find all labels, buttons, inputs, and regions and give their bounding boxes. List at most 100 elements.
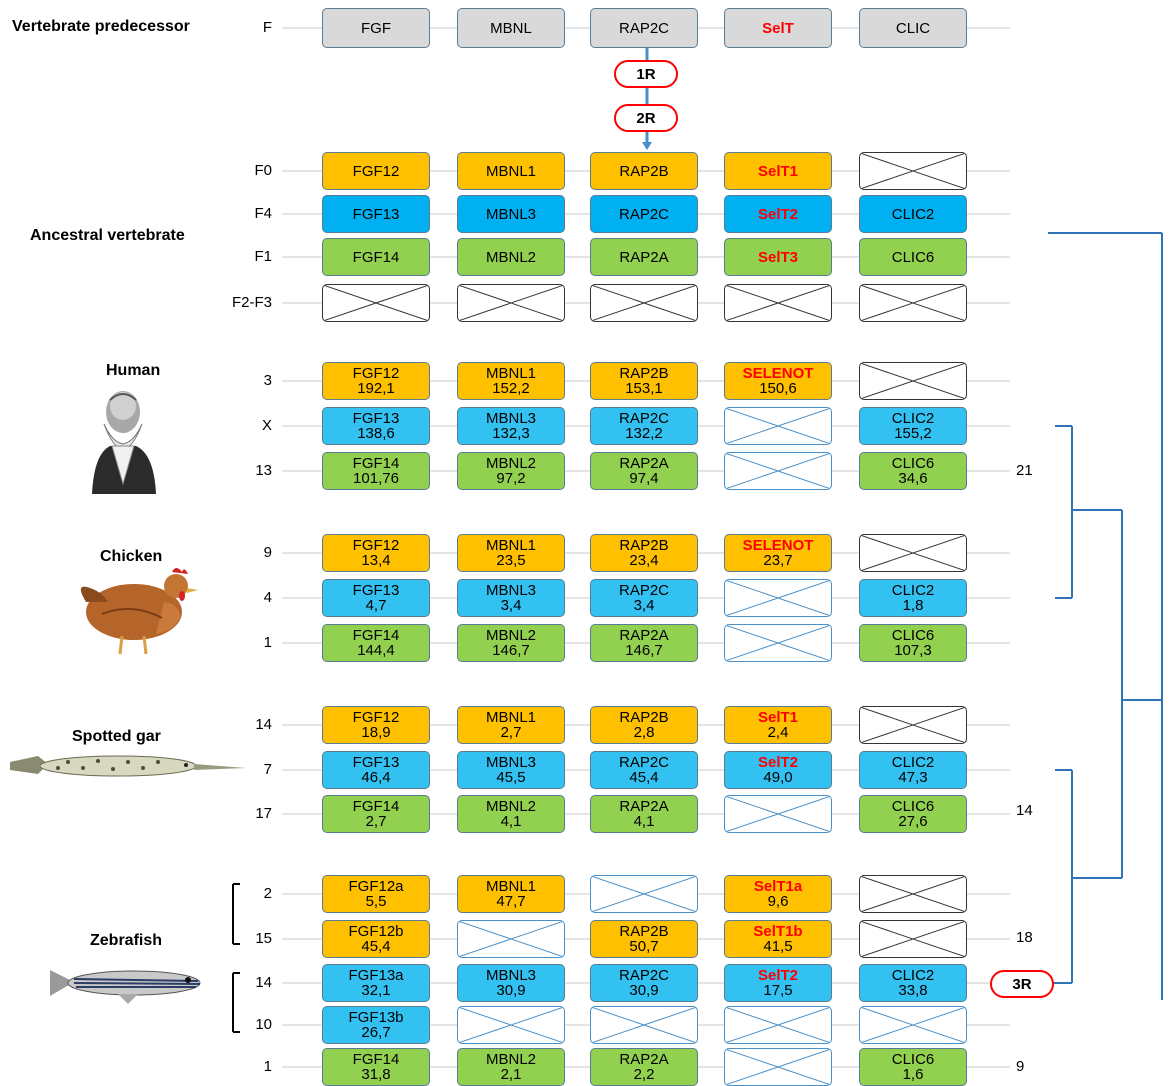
gene-box: SelT1 2,4 — [724, 706, 832, 744]
missing-gene-box — [859, 706, 967, 744]
species-label-human: Human — [106, 362, 161, 379]
gene-position: 23,4 — [629, 552, 659, 569]
event-2r: 2R — [614, 104, 678, 132]
gene-name: FGF14 — [352, 455, 400, 472]
count-zebrafish-b: 9 — [1016, 1058, 1025, 1075]
gene-position: 45,4 — [629, 769, 659, 786]
gene-name: FGF12 — [352, 162, 400, 180]
gene-name: FGF14 — [352, 798, 400, 815]
gene-position: 146,7 — [625, 642, 663, 659]
gene-name: MBNL3 — [485, 205, 537, 223]
gene-position: 30,9 — [496, 982, 526, 999]
gene-box: MBNL3 3,4 — [457, 579, 565, 617]
cross-icon — [591, 1007, 697, 1043]
gene-position: 47,7 — [496, 893, 526, 910]
chromosome-label: F0 — [254, 162, 272, 179]
missing-gene-box — [859, 920, 967, 958]
chromosome-label: 17 — [255, 805, 272, 822]
gene-name: MBNL3 — [485, 754, 537, 771]
gene-box: FGF12 13,4 — [322, 534, 430, 572]
gene-name: CLIC6 — [891, 1051, 935, 1068]
gene-box: MBNL — [457, 8, 565, 48]
gene-name: SelT2 — [757, 754, 799, 771]
gene-name: MBNL2 — [485, 627, 537, 644]
chicken-image — [80, 568, 198, 655]
gene-position: 1,6 — [902, 1066, 924, 1083]
gene-box: RAP2C — [590, 8, 698, 48]
gene-box: RAP2B 153,1 — [590, 362, 698, 400]
cross-stroke — [323, 285, 429, 321]
gene-box: MBNL3 30,9 — [457, 964, 565, 1002]
gene-name: CLIC6 — [891, 798, 935, 815]
species-label-predecessor: Vertebrate predecessor — [12, 18, 190, 35]
missing-gene-box — [859, 152, 967, 190]
gene-position: 152,2 — [492, 380, 530, 397]
chromosome-label: 3 — [263, 372, 272, 389]
gene-box: RAP2B 23,4 — [590, 534, 698, 572]
gene-name: RAP2B — [619, 162, 669, 180]
cross-icon — [860, 1007, 966, 1043]
gene-box: MBNL1 47,7 — [457, 875, 565, 913]
cross-stroke — [725, 796, 831, 832]
gene-name: SelT1 — [757, 162, 799, 180]
gene-name: CLIC — [895, 19, 931, 37]
missing-gene-box — [859, 284, 967, 322]
gene-name: MBNL2 — [485, 248, 537, 266]
gene-position: 4,7 — [365, 597, 387, 614]
gene-position: 30,9 — [629, 982, 659, 999]
gene-name: RAP2B — [619, 709, 669, 726]
gene-position: 101,76 — [353, 470, 399, 487]
gene-position: 132,3 — [492, 425, 530, 442]
cross-icon — [725, 1049, 831, 1085]
zebrafish-image — [50, 970, 201, 1004]
gene-box: CLIC2 33,8 — [859, 964, 967, 1002]
gene-position: 23,7 — [763, 552, 793, 569]
chromosome-label: 1 — [263, 1058, 272, 1075]
gene-position: 33,8 — [898, 982, 928, 999]
gene-box: FGF14 31,8 — [322, 1048, 430, 1086]
gene-name: CLIC6 — [891, 627, 935, 644]
gene-position: 153,1 — [625, 380, 663, 397]
cross-icon — [725, 1007, 831, 1043]
gene-box: FGF14 144,4 — [322, 624, 430, 662]
species-label-ancestral: Ancestral vertebrate — [30, 227, 185, 244]
gene-box: RAP2B — [590, 152, 698, 190]
gene-box: RAP2B 2,8 — [590, 706, 698, 744]
gene-box: MBNL2 — [457, 238, 565, 276]
cross-stroke — [860, 363, 966, 399]
gene-box: MBNL1 2,7 — [457, 706, 565, 744]
chromosome-label: F1 — [254, 248, 272, 265]
cross-stroke — [725, 1049, 831, 1085]
gene-name: SELENOT — [742, 365, 814, 382]
gene-name: RAP2A — [619, 798, 669, 815]
gene-position: 3,4 — [500, 597, 522, 614]
gene-name: RAP2B — [619, 365, 669, 382]
cross-stroke — [860, 1007, 966, 1043]
gene-box: MBNL2 97,2 — [457, 452, 565, 490]
missing-gene-box — [724, 579, 832, 617]
gene-position: 9,6 — [767, 893, 789, 910]
gene-box: RAP2A — [590, 238, 698, 276]
gene-box: SelT1a 9,6 — [724, 875, 832, 913]
gene-name: RAP2C — [618, 967, 670, 984]
gene-position: 45,5 — [496, 769, 526, 786]
gene-box: CLIC6 1,6 — [859, 1048, 967, 1086]
gene-position: 150,6 — [759, 380, 797, 397]
gene-name: RAP2C — [618, 205, 670, 223]
cross-stroke — [725, 285, 831, 321]
gene-box: SelT1b 41,5 — [724, 920, 832, 958]
gene-box: FGF13 46,4 — [322, 751, 430, 789]
cross-stroke — [725, 453, 831, 489]
gene-position: 97,4 — [629, 470, 659, 487]
missing-gene-box — [590, 875, 698, 913]
gene-name: RAP2C — [618, 754, 670, 771]
gene-box: MBNL1 152,2 — [457, 362, 565, 400]
gene-name: FGF12 — [352, 537, 400, 554]
gene-position: 41,5 — [763, 938, 793, 955]
gene-name: RAP2A — [619, 627, 669, 644]
gene-box: SELENOT 150,6 — [724, 362, 832, 400]
gene-name: RAP2C — [618, 582, 670, 599]
gene-box: SelT3 — [724, 238, 832, 276]
gene-name: FGF12a — [348, 878, 404, 895]
gene-box: RAP2A 146,7 — [590, 624, 698, 662]
